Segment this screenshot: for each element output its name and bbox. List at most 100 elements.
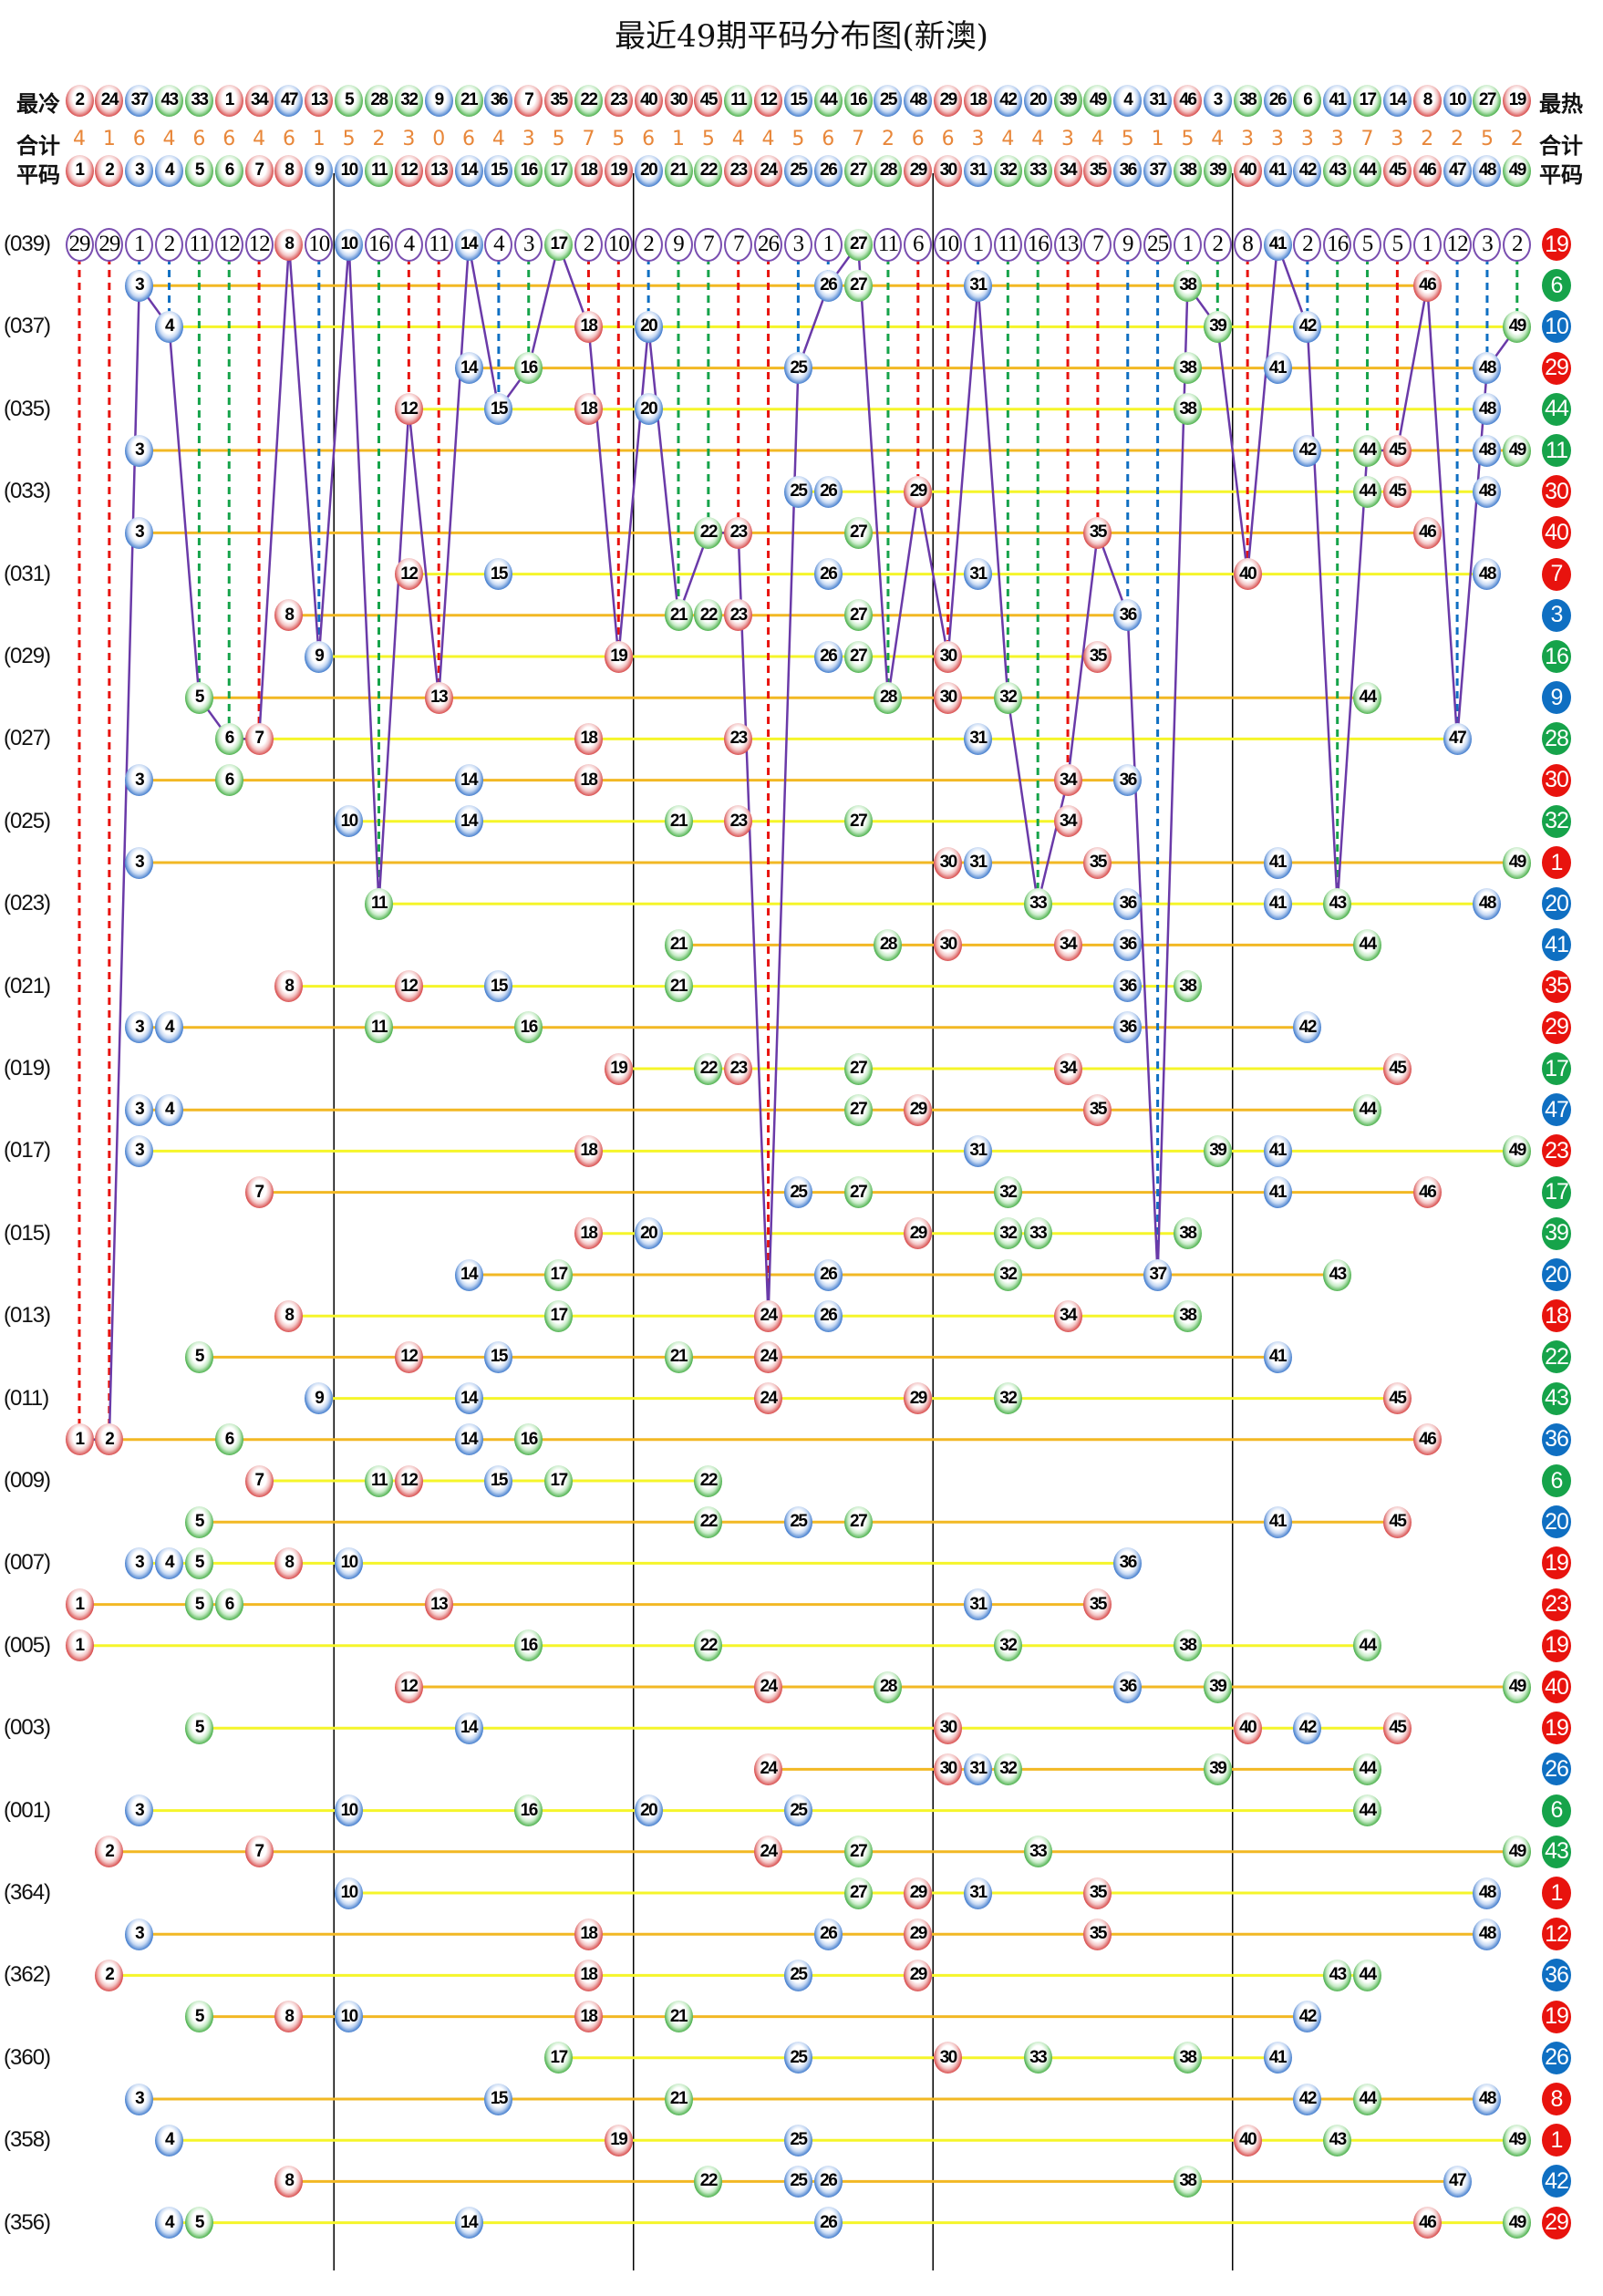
hit-ball: 25 xyxy=(783,2165,812,2198)
special-number: 40 xyxy=(1542,516,1571,550)
hit-ball: 47 xyxy=(1443,722,1472,755)
hit-ball: 5 xyxy=(184,1712,213,1744)
hit-ball: 31 xyxy=(964,269,992,302)
omission-count: 4 xyxy=(394,227,423,262)
issue-label: (005) xyxy=(4,1632,51,1658)
hit-ball: 36 xyxy=(1113,764,1143,797)
omission-count: 2 xyxy=(155,227,184,262)
hit-ball: 3 xyxy=(125,1794,154,1827)
plain-number-header-ball: 37 xyxy=(1143,154,1173,187)
count-value: 5 xyxy=(342,128,356,150)
hit-ball: 25 xyxy=(783,475,812,508)
special-number: 1 xyxy=(1542,846,1571,879)
hit-ball: 17 xyxy=(544,1299,574,1332)
special-number: 40 xyxy=(1542,1670,1571,1703)
omission-count: 6 xyxy=(904,227,933,262)
omission-count: 2 xyxy=(1503,227,1532,262)
hit-ball: 14 xyxy=(454,805,483,838)
cold-hot-ball: 4 xyxy=(1113,84,1143,117)
hit-ball: 3 xyxy=(125,1011,154,1044)
hit-ball: 28 xyxy=(874,928,903,961)
hit-ball: 42 xyxy=(1293,2001,1322,2033)
issue-label: (027) xyxy=(4,726,51,751)
special-number: 19 xyxy=(1542,2000,1571,2033)
hit-ball: 46 xyxy=(1412,516,1442,549)
hit-ball: 12 xyxy=(394,1670,423,1703)
count-value: 5 xyxy=(791,128,805,150)
hit-ball: 7 xyxy=(244,1464,274,1497)
hit-ball: 33 xyxy=(1023,1217,1052,1250)
cold-hot-ball: 2 xyxy=(65,84,94,117)
cold-hot-ball: 11 xyxy=(724,84,753,117)
plain-number-header-ball: 6 xyxy=(214,154,243,187)
hit-ball: 3 xyxy=(125,1918,154,1950)
hit-ball: 43 xyxy=(1323,2124,1352,2156)
special-number: 36 xyxy=(1542,1959,1571,1992)
issue-label: (017) xyxy=(4,1138,51,1164)
hit-ball: 3 xyxy=(125,1134,154,1167)
cold-hot-ball: 47 xyxy=(274,84,304,117)
hit-ball: 22 xyxy=(694,2165,723,2198)
hit-ball: 18 xyxy=(574,1134,603,1167)
hit-ball: 22 xyxy=(694,1505,723,1538)
cold-hot-ball: 13 xyxy=(305,84,334,117)
cold-hot-ball: 5 xyxy=(335,84,364,117)
cold-hot-ball: 23 xyxy=(604,84,633,117)
plain-number-header-ball: 15 xyxy=(484,154,513,187)
hit-ball: 18 xyxy=(574,393,603,426)
hit-ball: 22 xyxy=(694,1629,723,1662)
hit-ball: 32 xyxy=(993,1629,1022,1662)
special-number: 11 xyxy=(1542,434,1571,467)
hit-ball: 18 xyxy=(574,1918,603,1950)
count-value: 5 xyxy=(612,128,626,150)
hit-ball: 25 xyxy=(783,2042,812,2074)
hit-ball: 41 xyxy=(1263,352,1292,385)
hit-ball: 41 xyxy=(1263,1505,1292,1538)
issue-label: (039) xyxy=(4,232,51,256)
hit-ball: 32 xyxy=(993,1382,1022,1415)
plain-number-header-ball: 11 xyxy=(365,154,393,187)
hit-ball: 5 xyxy=(184,681,213,714)
count-value: 6 xyxy=(222,128,236,150)
count-value: 0 xyxy=(432,128,446,150)
hit-ball: 45 xyxy=(1382,1052,1412,1085)
plain-number-header-ball: 19 xyxy=(604,154,633,187)
count-value: 6 xyxy=(192,128,206,150)
hit-ball: 16 xyxy=(514,352,543,385)
hit-ball: 8 xyxy=(274,599,304,632)
special-number: 6 xyxy=(1542,1794,1571,1827)
hit-ball: 40 xyxy=(1233,558,1262,591)
special-number: 29 xyxy=(1542,1010,1571,1044)
hit-ball: 27 xyxy=(843,1176,873,1209)
hit-ball: 35 xyxy=(1083,1877,1112,1909)
hit-ball: 27 xyxy=(843,516,873,549)
hit-ball: 18 xyxy=(574,1959,603,1991)
hit-ball: 12 xyxy=(394,558,423,591)
special-number: 30 xyxy=(1542,763,1571,797)
plain-label-left: 平码 xyxy=(16,162,60,188)
hit-ball: 38 xyxy=(1173,1217,1202,1250)
issue-label: (033) xyxy=(4,479,51,504)
hit-ball: 29 xyxy=(904,1959,933,1991)
cold-hot-ball: 8 xyxy=(1412,84,1442,117)
hit-ball: 32 xyxy=(993,1176,1022,1209)
plain-number-header-ball: 27 xyxy=(843,154,873,187)
hit-ball: 11 xyxy=(365,887,393,920)
special-number: 3 xyxy=(1542,598,1571,632)
hit-ball: 21 xyxy=(664,928,693,961)
hit-ball: 21 xyxy=(664,599,693,632)
cold-hot-ball: 24 xyxy=(95,84,124,117)
special-number: 1 xyxy=(1542,1877,1571,1909)
omission-count: 16 xyxy=(365,227,393,262)
count-value: 6 xyxy=(642,128,656,150)
hit-ball: 26 xyxy=(813,1918,843,1950)
cold-label: 最冷 xyxy=(16,91,60,117)
count-value: 5 xyxy=(552,128,565,150)
issue-label: (360) xyxy=(4,2044,51,2070)
omission-count: 7 xyxy=(694,227,723,262)
omission-count: 11 xyxy=(184,227,213,262)
hit-ball: 16 xyxy=(514,1629,543,1662)
hit-ball: 25 xyxy=(783,352,812,385)
hit-ball: 21 xyxy=(664,970,693,1003)
hit-ball: 6 xyxy=(214,764,243,797)
